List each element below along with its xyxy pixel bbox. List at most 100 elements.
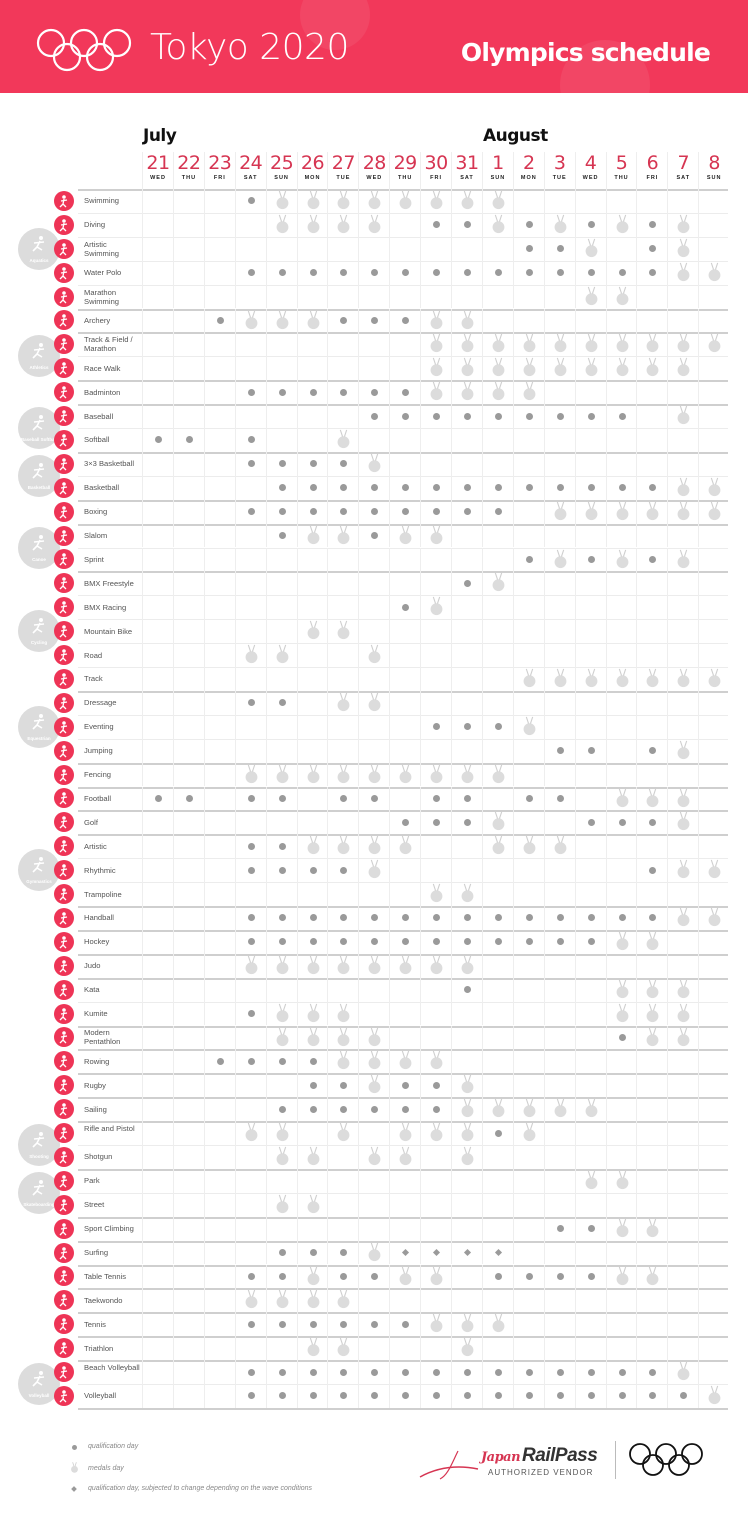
sport-label: Rhythmic bbox=[84, 865, 116, 875]
sport-label: Swimming bbox=[84, 196, 120, 206]
sport-label: Diving bbox=[84, 220, 106, 230]
medal-icon bbox=[708, 1385, 721, 1405]
cell-2 bbox=[512, 523, 544, 548]
cell-21 bbox=[142, 858, 173, 883]
cell-25 bbox=[265, 260, 297, 285]
cell-7 bbox=[667, 619, 698, 644]
sport-row-rifle-and-pistol: Rifle and Pistol bbox=[0, 1121, 748, 1145]
cell-22 bbox=[172, 882, 204, 906]
cell-3 bbox=[543, 643, 575, 667]
cell-24 bbox=[234, 595, 266, 620]
cell-6 bbox=[636, 738, 667, 763]
row-divider bbox=[78, 643, 728, 645]
month-august: August bbox=[483, 126, 548, 146]
medal-icon bbox=[492, 836, 505, 855]
cell-31 bbox=[451, 189, 482, 213]
group-label: Shooting bbox=[29, 1154, 49, 1159]
medal-icon bbox=[616, 334, 628, 353]
qualification-dot bbox=[309, 388, 317, 396]
sport-label: Softball bbox=[84, 435, 110, 445]
cell-31 bbox=[451, 714, 482, 739]
cell-24 bbox=[234, 1336, 266, 1361]
cell-6 bbox=[636, 953, 667, 978]
cell-6 bbox=[636, 1025, 667, 1050]
sport-label: Track bbox=[84, 674, 103, 684]
sport-row-road: Road bbox=[0, 643, 748, 667]
qualification-dot bbox=[371, 316, 379, 324]
cell-3 bbox=[543, 1192, 575, 1217]
cell-31 bbox=[451, 858, 482, 883]
date-number: 30 bbox=[424, 152, 449, 174]
cell-29 bbox=[389, 1216, 420, 1241]
date-number: 31 bbox=[455, 152, 479, 174]
medal-icon bbox=[337, 525, 350, 544]
qualification-dot bbox=[185, 794, 193, 802]
cell-6 bbox=[636, 308, 667, 333]
medal-icon bbox=[646, 334, 659, 353]
medal-icon bbox=[399, 836, 412, 855]
cell-29 bbox=[389, 260, 420, 285]
cell-24 bbox=[234, 1025, 266, 1050]
cell-27 bbox=[327, 1049, 358, 1074]
cell-6 bbox=[636, 690, 667, 715]
medal-icon bbox=[554, 668, 567, 688]
medal-icon bbox=[307, 525, 319, 544]
cell-26 bbox=[296, 619, 328, 644]
sport-label: Modern Pentathlon bbox=[84, 1028, 121, 1047]
cell-31 bbox=[451, 1360, 482, 1384]
cell-25 bbox=[265, 953, 297, 978]
cell-2 bbox=[512, 1097, 544, 1122]
cell-27 bbox=[327, 929, 358, 954]
cell-27 bbox=[327, 953, 358, 978]
cell-24 bbox=[234, 667, 266, 691]
qualification-dot bbox=[371, 1368, 379, 1376]
cell-23 bbox=[203, 762, 235, 787]
qualification-dot bbox=[464, 938, 471, 946]
cell-30 bbox=[420, 738, 451, 763]
sport-label: Mountain Bike bbox=[84, 626, 133, 636]
cell-3 bbox=[543, 595, 575, 620]
cell-7 bbox=[667, 1168, 698, 1193]
cell-5 bbox=[605, 786, 637, 811]
cell-1 bbox=[481, 929, 513, 954]
cell-29 bbox=[389, 1384, 420, 1408]
cell-7 bbox=[667, 1025, 698, 1050]
qualification-dot bbox=[247, 269, 255, 277]
qualification-dot bbox=[309, 508, 317, 516]
cell-29 bbox=[389, 595, 420, 620]
cell-28 bbox=[358, 308, 389, 333]
medal-icon bbox=[337, 190, 350, 210]
sport-label: Track & Field / Marathon bbox=[84, 335, 133, 354]
cell-23 bbox=[203, 690, 235, 715]
date-number: 3 bbox=[553, 152, 566, 174]
cell-30 bbox=[420, 714, 451, 739]
cell-23 bbox=[203, 236, 235, 261]
cell-26 bbox=[296, 356, 328, 381]
diving-icon bbox=[54, 214, 74, 235]
row-divider bbox=[78, 810, 728, 813]
cell-31 bbox=[451, 212, 482, 237]
slalom-icon bbox=[54, 525, 74, 546]
sport-row-shotgun: Shotgun bbox=[0, 1145, 748, 1169]
day-of-week: WED bbox=[150, 175, 166, 181]
cell-24 bbox=[234, 260, 266, 285]
qualification-dot bbox=[464, 794, 471, 802]
cell-1 bbox=[481, 882, 513, 906]
qualification-dot bbox=[525, 269, 533, 277]
sport-label: Football bbox=[84, 793, 112, 803]
cell-5 bbox=[605, 858, 637, 883]
cell-6 bbox=[636, 332, 667, 357]
cell-4 bbox=[574, 428, 606, 452]
medal-icon bbox=[430, 883, 443, 903]
cell-3 bbox=[543, 1288, 575, 1313]
day-of-week: WED bbox=[582, 175, 599, 181]
modern-pentathlon-icon bbox=[54, 1027, 74, 1048]
cell-29 bbox=[389, 547, 420, 572]
cell-29 bbox=[389, 1360, 420, 1384]
tentative-qualification-diamond bbox=[433, 1248, 441, 1257]
cell-25 bbox=[265, 643, 297, 667]
cell-31 bbox=[451, 1240, 482, 1265]
cell-21 bbox=[142, 284, 173, 309]
qualification-dot bbox=[247, 1272, 255, 1280]
medal-icon bbox=[307, 836, 319, 855]
